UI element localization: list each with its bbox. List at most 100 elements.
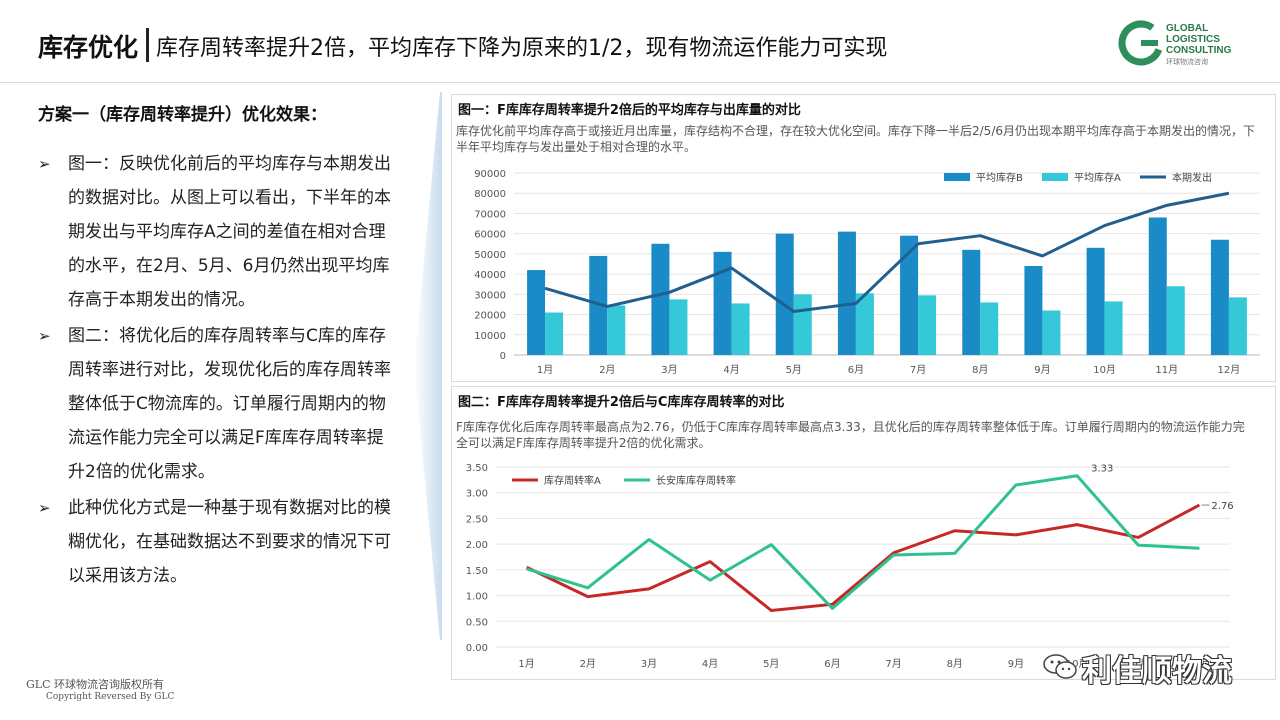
x-tick-label: 2月 <box>599 364 615 376</box>
x-tick-label: 3月 <box>641 658 657 670</box>
x-tick-label: 12月 <box>1188 658 1211 670</box>
y-tick-label: 60000 <box>474 230 506 241</box>
y-tick-label: 90000 <box>474 169 506 180</box>
bar-a <box>980 302 999 355</box>
chart1-title: 图一：F库库存周转率提升2倍后的平均库存与出库量的对比 <box>458 103 801 118</box>
bar-b <box>900 235 919 355</box>
y-tick-label: 0.00 <box>466 643 488 654</box>
chart1-description: 库存优化前平均库存高于或接近月出库量，库存结构不合理，存在较大优化空间。库存下降… <box>456 124 1255 154</box>
x-tick-label: 6月 <box>848 364 864 376</box>
bar-b <box>651 243 670 355</box>
y-tick-label: 2.00 <box>466 540 488 551</box>
y-tick-label: 40000 <box>474 270 506 281</box>
legend-label: 长安库库存周转率 <box>656 474 736 487</box>
x-tick-label: 3月 <box>661 364 677 376</box>
x-tick-label: 9月 <box>1034 364 1050 376</box>
y-tick-label: 50000 <box>474 250 506 261</box>
x-tick-label: 1月 <box>537 364 553 376</box>
legend-swatch <box>1042 173 1068 181</box>
page-subtitle: 库存周转率提升2倍，平均库存下降为原来的1/2，现有物流运作能力可实现 <box>156 36 888 61</box>
chart1-svg: 0 10000 20000 30000 40000 50000 60000 70000 8000… <box>474 169 1260 376</box>
y-tick-label: 3.00 <box>466 489 488 500</box>
bar-a <box>731 303 750 355</box>
wechat-icon <box>1043 654 1077 679</box>
x-tick-label: 7月 <box>885 658 901 670</box>
bar-a <box>855 293 874 355</box>
line-series-turnover-a <box>525 503 1201 612</box>
bar-a <box>607 305 626 355</box>
x-tick-label: 5月 <box>763 658 779 670</box>
bar-a <box>1228 297 1247 355</box>
line-series-changan <box>526 474 1200 610</box>
page-title: 库存优化 <box>38 33 139 62</box>
x-tick-label: 5月 <box>786 364 802 376</box>
x-tick-label: 7月 <box>910 364 926 376</box>
chart2-panel: 图二：F库库存周转率提升2倍后与C库库存周转率的对比 F库库存优化后库存周转率最… <box>451 386 1276 680</box>
bar-b <box>589 255 608 355</box>
x-tick-label: 12月 <box>1218 364 1241 376</box>
y-tick-label: 1.00 <box>466 592 488 603</box>
title-separator <box>146 28 149 62</box>
y-tick-label: 80000 <box>474 189 506 200</box>
y-tick-label: 70000 <box>474 209 506 220</box>
divider-arrow-shape <box>414 92 442 640</box>
bar-a <box>793 294 812 355</box>
y-tick-label: 20000 <box>474 311 506 322</box>
bullet-item: ➢ 图二：将优化后的库存周转率与C库的库存周转率进行对比，发现优化后的库存周转率… <box>38 319 398 489</box>
chart2-description: F库库存优化后库存周转率最高点为2.76，仍低于C库库存周转率最高点3.33，且… <box>456 420 1245 450</box>
legend-label: 库存周转率A <box>544 474 601 487</box>
x-tick-label: 4月 <box>723 364 739 376</box>
header-divider <box>0 82 1280 83</box>
bar-a <box>1042 310 1061 355</box>
data-label-max: 3.33 <box>1091 464 1113 475</box>
x-tick-label: 11月 <box>1127 658 1150 670</box>
logo-g-icon <box>1118 20 1164 66</box>
legend-label: 平均库存B <box>976 171 1023 184</box>
bar-b <box>775 233 794 355</box>
footer-copyright-cn: GLC 环球物流咨询版权所有 <box>26 678 165 691</box>
chart2-title: 图二：F库库存周转率提升2倍后与C库库存周转率的对比 <box>458 395 785 410</box>
chart2-svg: 0.00 0.50 1.00 1.50 2.00 2.50 3.00 3.50 1月 2月 3月 4月… <box>466 463 1234 670</box>
x-tick-label: 8月 <box>947 658 963 670</box>
x-tick-label: 1月 <box>518 658 534 670</box>
bar-a <box>918 295 937 355</box>
bullet-item: ➢ 图一：反映优化前后的平均库存与本期发出的数据对比。从图上可以看出，下半年的本… <box>38 147 398 317</box>
wechat-watermark: 利佳顺物流 <box>1042 646 1262 689</box>
bar-b <box>1024 266 1043 355</box>
bar-b <box>527 270 546 355</box>
bar-b <box>837 231 856 355</box>
bar-b <box>1086 247 1105 355</box>
y-tick-label: 3.50 <box>466 463 488 474</box>
x-tick-label: 4月 <box>702 658 718 670</box>
y-tick-label: 1.50 <box>466 566 488 577</box>
chart1-panel: 图一：F库库存周转率提升2倍后的平均库存与出库量的对比 库存优化前平均库存高于或… <box>451 94 1276 382</box>
x-tick-label: 6月 <box>824 658 840 670</box>
y-tick-label: 10000 <box>474 331 506 342</box>
arrow-bullet-icon: ➢ <box>38 155 51 173</box>
footer-copyright-en: Copyright Reversed By GLC <box>46 692 175 702</box>
y-tick-label: 2.50 <box>466 514 488 525</box>
y-tick-label: 0.50 <box>466 617 488 628</box>
section-title: 方案一（库存周转率提升）优化效果： <box>38 105 327 125</box>
arrow-bullet-icon: ➢ <box>38 499 51 517</box>
bar-b <box>713 251 732 355</box>
x-tick-label: 8月 <box>972 364 988 376</box>
bar-b <box>1148 217 1167 355</box>
x-tick-label: 10月 <box>1093 364 1116 376</box>
watermark-text: 利佳顺物流 <box>1082 654 1232 689</box>
legend-label: 平均库存A <box>1074 171 1121 184</box>
bar-a <box>1166 286 1185 355</box>
bar-a <box>545 312 564 355</box>
legend-swatch <box>944 173 970 181</box>
bar-a <box>1104 301 1123 355</box>
bullet-item: ➢ 此种优化方式是一种基于现有数据对比的模糊优化，在基础数据达不到要求的情况下可… <box>38 491 398 593</box>
y-tick-label: 0 <box>500 351 506 362</box>
header: 库存优化 库存周转率提升2倍，平均库存下降为原来的1/2，现有物流运作能力可实现… <box>0 0 1280 86</box>
y-tick-label: 30000 <box>474 290 506 301</box>
logo-cn-text: 环球物流咨询 <box>1166 58 1208 66</box>
bar-b <box>962 249 981 355</box>
bar-b <box>1210 239 1229 355</box>
left-column: 方案一（库存周转率提升）优化效果： ➢ 图一：反映优化前后的平均库存与本期发出的… <box>38 100 398 595</box>
glc-logo: GLOBAL LOGISTICS CONSULTING 环球物流咨询 <box>1118 20 1258 70</box>
legend-label: 本期发出 <box>1172 171 1212 184</box>
